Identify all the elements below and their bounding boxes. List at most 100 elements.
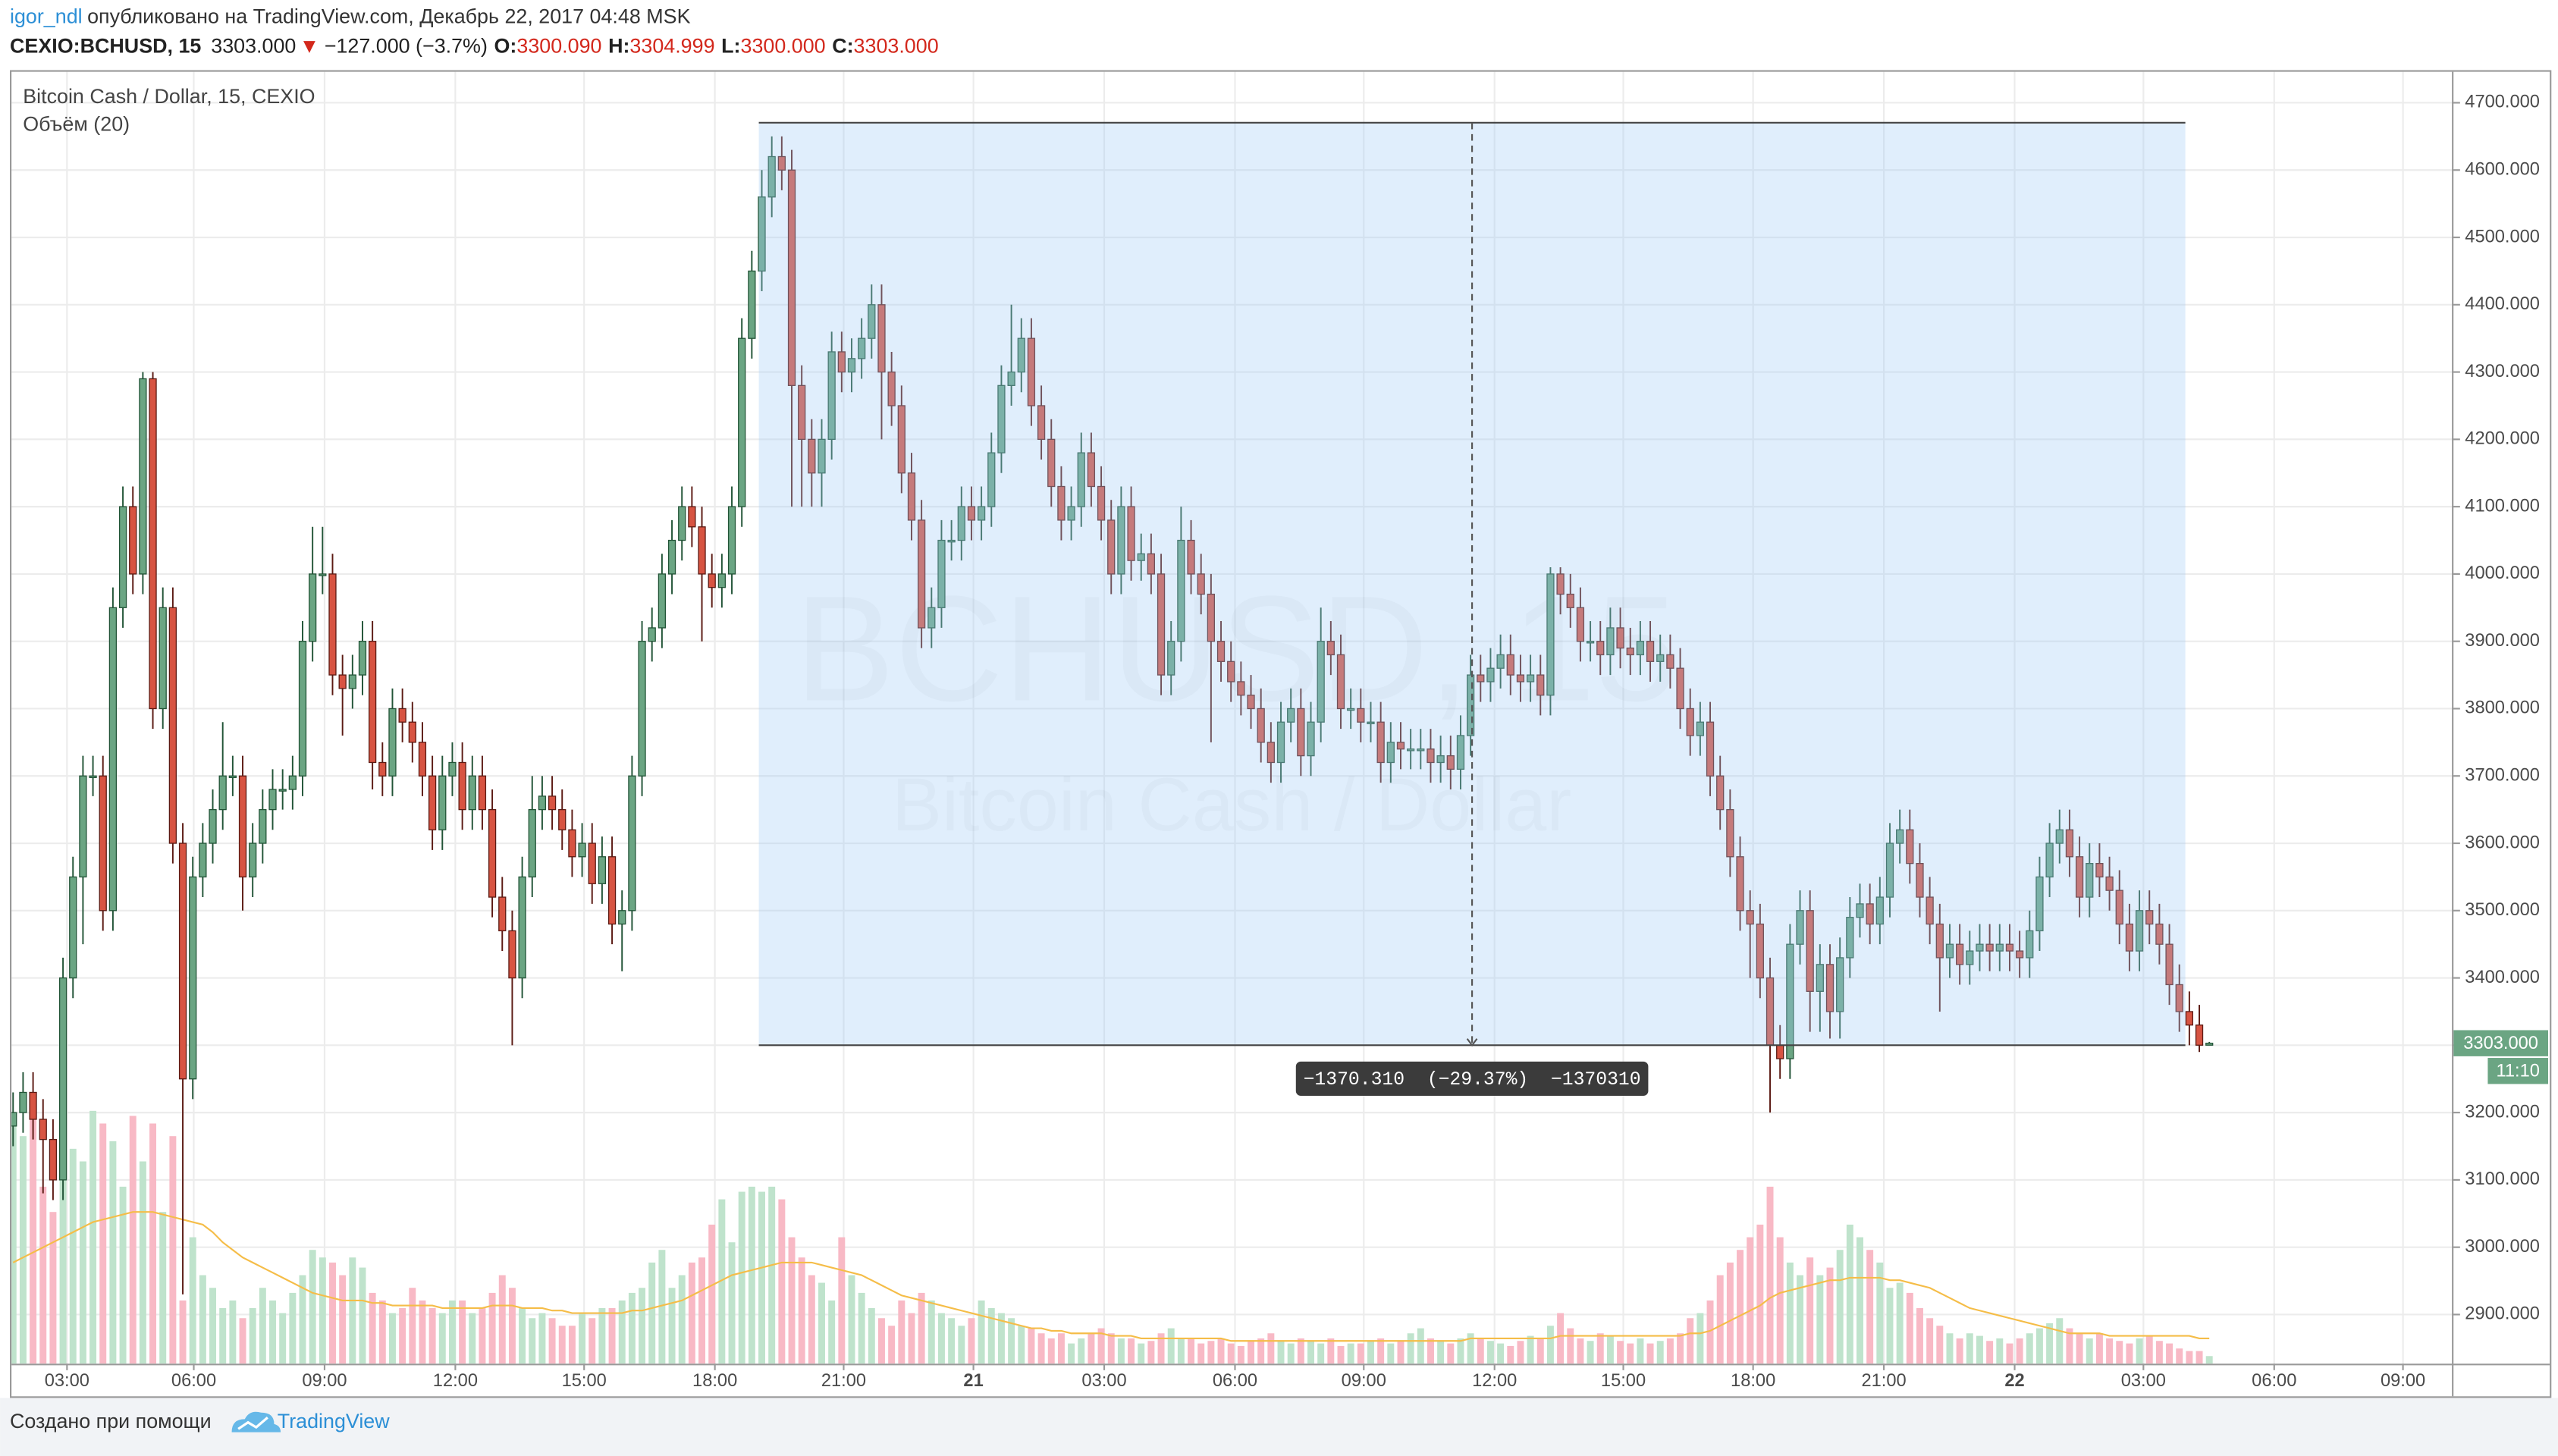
- candle-body: [89, 775, 97, 779]
- volume-bar: [948, 1318, 956, 1364]
- candle-body: [727, 506, 736, 575]
- candle-body: [1856, 903, 1864, 918]
- candle-body: [1147, 553, 1156, 575]
- candle-body: [1656, 654, 1665, 662]
- candle-body: [498, 896, 507, 932]
- volume-bar: [1357, 1343, 1364, 1364]
- candle-body: [228, 775, 237, 779]
- candle-body: [259, 808, 267, 844]
- volume-bar: [748, 1186, 755, 1364]
- candle-body: [1197, 573, 1205, 595]
- candle-body: [1227, 661, 1235, 682]
- volume-bar: [808, 1275, 815, 1364]
- volume-bar: [1527, 1335, 1534, 1364]
- volume-bar: [319, 1257, 326, 1364]
- y-tick-label: 4300.000: [2465, 362, 2540, 381]
- volume-bar: [99, 1123, 107, 1364]
- volume-bar: [937, 1313, 945, 1364]
- volume-bar: [978, 1300, 985, 1364]
- volume-bar: [1037, 1333, 1045, 1364]
- candle-body: [1676, 667, 1684, 710]
- volume-bar: [1677, 1333, 1684, 1364]
- candle-body: [1417, 748, 1425, 752]
- candle-body: [2165, 943, 2174, 986]
- volume-bar: [1057, 1333, 1065, 1364]
- symbol-line: CEXIO:BCHUSD, 15 3303.000 ▼ −127.000 (−3.7%…: [10, 34, 939, 57]
- candle-body: [11, 1112, 17, 1127]
- candle-body: [1646, 641, 1655, 662]
- candle-body: [518, 876, 526, 979]
- candle-body: [69, 876, 77, 979]
- volume-bar: [888, 1326, 896, 1364]
- footer-text: Создано при помощи: [10, 1410, 212, 1432]
- candle-body: [1875, 896, 1884, 925]
- candle-body: [1885, 843, 1894, 898]
- volume-bar: [788, 1237, 796, 1364]
- volume-bar: [2155, 1341, 2163, 1364]
- volume-bar: [89, 1110, 97, 1364]
- candle-body: [159, 607, 167, 710]
- candle-body: [1466, 674, 1475, 736]
- candle-body: [129, 506, 137, 575]
- volume-bar: [1167, 1328, 1175, 1364]
- volume-bar: [598, 1307, 606, 1364]
- candle-body: [418, 742, 427, 777]
- volume-bar: [79, 1161, 86, 1364]
- candle-body: [528, 808, 536, 878]
- candle-body: [39, 1119, 47, 1141]
- volume-bar: [548, 1318, 556, 1364]
- brand-logo[interactable]: [231, 1411, 281, 1432]
- candle-body: [319, 573, 327, 576]
- candle-body: [1287, 708, 1295, 723]
- volume-bar: [438, 1313, 446, 1364]
- volume-bar: [1577, 1338, 1584, 1364]
- volume-bar: [2076, 1333, 2083, 1364]
- volume-bar: [1188, 1338, 1195, 1364]
- volume-bar: [1786, 1262, 1794, 1364]
- candle-body: [818, 438, 826, 474]
- volume-bar: [927, 1300, 935, 1364]
- brand-link[interactable]: TradingView: [278, 1410, 390, 1432]
- x-tick-label: 03:00: [45, 1371, 89, 1391]
- candle-body: [837, 351, 846, 373]
- candle-body: [189, 876, 197, 1080]
- y-tick-label: 3600.000: [2465, 833, 2540, 852]
- candle-body: [58, 977, 67, 1181]
- candle-body: [937, 539, 946, 608]
- candle-body: [1566, 593, 1574, 608]
- candle-body: [168, 607, 177, 844]
- candle-body: [338, 674, 347, 689]
- y-tick-label: 4700.000: [2465, 93, 2540, 112]
- candle-body: [1866, 903, 1874, 925]
- candle-body: [708, 573, 716, 588]
- candle-body: [738, 337, 746, 507]
- volume-bar: [1497, 1343, 1505, 1364]
- candle-body: [428, 775, 437, 830]
- candle-body: [918, 519, 926, 629]
- publish-line: igor_ndl опубликовано на TradingView.com,…: [10, 5, 691, 28]
- volume-bar: [848, 1275, 855, 1364]
- x-tick-label: 12:00: [1472, 1371, 1517, 1391]
- candle-body: [648, 627, 656, 642]
- candle-body: [1157, 573, 1166, 676]
- candle-body: [448, 761, 457, 777]
- author[interactable]: igor_ndl: [10, 5, 83, 28]
- volume-bar: [1068, 1343, 1075, 1364]
- volume-bar: [1107, 1333, 1115, 1364]
- volume-ma-line: [12, 1211, 2210, 1342]
- candle-body: [887, 371, 896, 406]
- candle-body: [139, 378, 147, 575]
- candle-body: [478, 775, 487, 811]
- chart-frame: [10, 70, 2552, 1398]
- volume-bar: [329, 1262, 336, 1364]
- volume-bar: [199, 1275, 206, 1364]
- volume-bar: [1147, 1341, 1155, 1364]
- candle-body: [1916, 863, 1924, 898]
- candle-body: [1816, 964, 1824, 992]
- candle-body: [967, 506, 976, 521]
- volume-bar: [189, 1237, 196, 1364]
- candle-body: [588, 843, 596, 884]
- candle-body: [688, 506, 696, 528]
- volume-bar: [828, 1300, 836, 1364]
- volume-bar: [39, 1186, 47, 1364]
